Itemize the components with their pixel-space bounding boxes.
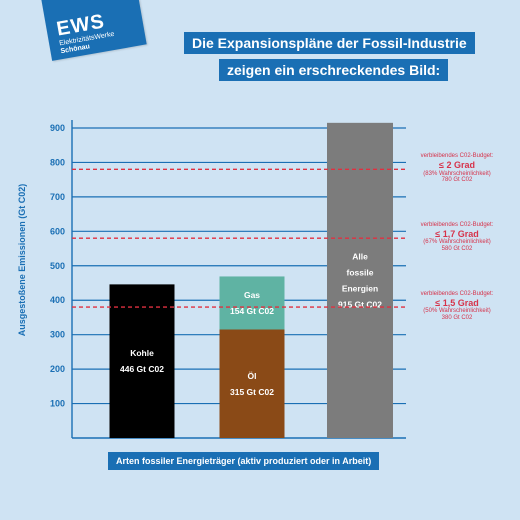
budget-text: ≤ 2 Grad [439, 160, 475, 171]
page-title-line-1: Die Expansionspläne der Fossil-Industrie [184, 32, 475, 54]
budget-text: 580 Gt C02 [441, 246, 473, 253]
bar-data-label: 446 Gt C02 [120, 364, 164, 374]
budget-annotation: verbleibendes C02-Budget: ≤ 2 Grad (83% Wa… [412, 153, 502, 184]
bar-data-label: Öl [248, 371, 257, 381]
budget-text: ≤ 1,7 Grad [435, 229, 479, 240]
y-tick-label: 300 [50, 330, 65, 340]
budget-text: (83% Wahrscheinlichkeit) [423, 170, 491, 177]
budget-annotation: verbleibendes C02-Budget: ≤ 1,7 Grad (67% … [412, 222, 502, 253]
bar-segment [219, 329, 285, 438]
y-tick-label: 600 [50, 226, 65, 236]
bar-segment [327, 122, 393, 438]
bar-data-label: Alle [352, 251, 368, 261]
y-tick-label: 900 [50, 123, 65, 133]
y-tick-label: 100 [50, 399, 65, 409]
bar-segment [219, 276, 285, 330]
budget-text: 380 Gt C02 [441, 315, 473, 322]
bar-data-label: Gas [244, 290, 260, 300]
y-tick-label: 200 [50, 364, 65, 374]
bar-segment [109, 284, 175, 438]
bar-data-label: Kohle [130, 348, 154, 358]
budget-text: verbleibendes C02-Budget: [420, 153, 494, 160]
y-tick-label: 800 [50, 157, 65, 167]
budget-text: 780 Gt C02 [441, 177, 473, 184]
y-tick-label: 400 [50, 295, 65, 305]
bar-data-label: fossile [347, 267, 374, 277]
budget-annotation: verbleibendes C02-Budget: ≤ 1,5 Grad (50% … [412, 291, 502, 322]
x-axis-label: Arten fossiler Energieträger (aktiv prod… [108, 452, 380, 470]
y-tick-label: 500 [50, 261, 65, 271]
budget-text: verbleibendes C02-Budget: [420, 291, 494, 298]
bar-data-label: 315 Gt C02 [230, 387, 274, 397]
y-tick-label: 700 [50, 192, 65, 202]
budget-text: (50% Wahrscheinlichkeit) [423, 308, 491, 315]
bar-data-label: 154 Gt C02 [230, 306, 274, 316]
y-axis-label: Ausgestoßene Emissionen (Gt C02) [17, 183, 27, 337]
bar-data-label: 915 Gt C02 [338, 299, 382, 309]
budget-text: verbleibendes C02-Budget: [420, 222, 494, 229]
budget-text: (67% Wahrscheinlichkeit) [423, 239, 491, 246]
budget-text: ≤ 1,5 Grad [435, 298, 479, 308]
bar-data-label: Energien [342, 283, 378, 293]
page-title-line-2: zeigen ein erschreckendes Bild: [219, 59, 449, 81]
